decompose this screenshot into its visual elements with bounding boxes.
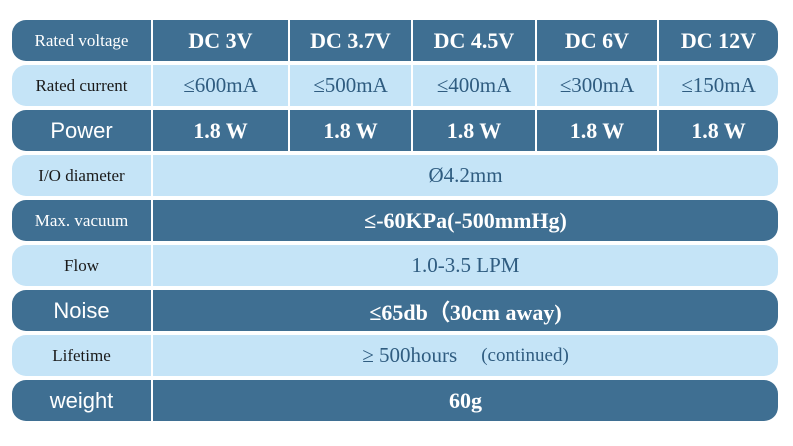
lifetime-note: (continued) xyxy=(481,344,569,366)
row-weight: weight 60g xyxy=(12,380,778,421)
power-value: 1.8 W xyxy=(411,110,535,151)
voltage-value: DC 3.7V xyxy=(288,20,411,61)
row-flow: Flow 1.0-3.5 LPM xyxy=(12,245,778,286)
row-lifetime: Lifetime ≥ 500hours (continued) xyxy=(12,335,778,376)
rated-current-label: Rated current xyxy=(12,65,151,106)
current-value: ≤500mA xyxy=(288,65,411,106)
weight-label: weight xyxy=(12,380,151,421)
noise-label: Noise xyxy=(12,290,151,331)
current-value: ≤400mA xyxy=(411,65,535,106)
spec-table: Rated voltage DC 3V DC 3.7V DC 4.5V DC 6… xyxy=(12,20,778,421)
io-diameter-value: Ø4.2mm xyxy=(151,155,778,196)
flow-label: Flow xyxy=(12,245,151,286)
power-value: 1.8 W xyxy=(657,110,778,151)
lifetime-cell: ≥ 500hours (continued) xyxy=(151,335,778,376)
voltage-value: DC 6V xyxy=(535,20,657,61)
row-rated-voltage: Rated voltage DC 3V DC 3.7V DC 4.5V DC 6… xyxy=(12,20,778,61)
power-value: 1.8 W xyxy=(535,110,657,151)
row-rated-current: Rated current ≤600mA ≤500mA ≤400mA ≤300m… xyxy=(12,65,778,106)
voltage-value: DC 12V xyxy=(657,20,778,61)
row-io-diameter: I/O diameter Ø4.2mm xyxy=(12,155,778,196)
io-diameter-label: I/O diameter xyxy=(12,155,151,196)
power-value: 1.8 W xyxy=(288,110,411,151)
row-power: Power 1.8 W 1.8 W 1.8 W 1.8 W 1.8 W xyxy=(12,110,778,151)
voltage-value: DC 3V xyxy=(151,20,288,61)
max-vacuum-value: ≤-60KPa(-500mmHg) xyxy=(151,200,778,241)
row-max-vacuum: Max. vacuum ≤-60KPa(-500mmHg) xyxy=(12,200,778,241)
current-value: ≤600mA xyxy=(151,65,288,106)
noise-value: ≤65db（30cm away) xyxy=(151,290,778,331)
lifetime-label: Lifetime xyxy=(12,335,151,376)
voltage-value: DC 4.5V xyxy=(411,20,535,61)
lifetime-value: ≥ 500hours xyxy=(362,343,458,367)
weight-value: 60g xyxy=(151,380,778,421)
current-value: ≤300mA xyxy=(535,65,657,106)
max-vacuum-label: Max. vacuum xyxy=(12,200,151,241)
rated-voltage-label: Rated voltage xyxy=(12,20,151,61)
flow-value: 1.0-3.5 LPM xyxy=(151,245,778,286)
power-value: 1.8 W xyxy=(151,110,288,151)
row-noise: Noise ≤65db（30cm away) xyxy=(12,290,778,331)
current-value: ≤150mA xyxy=(657,65,778,106)
power-label: Power xyxy=(12,110,151,151)
